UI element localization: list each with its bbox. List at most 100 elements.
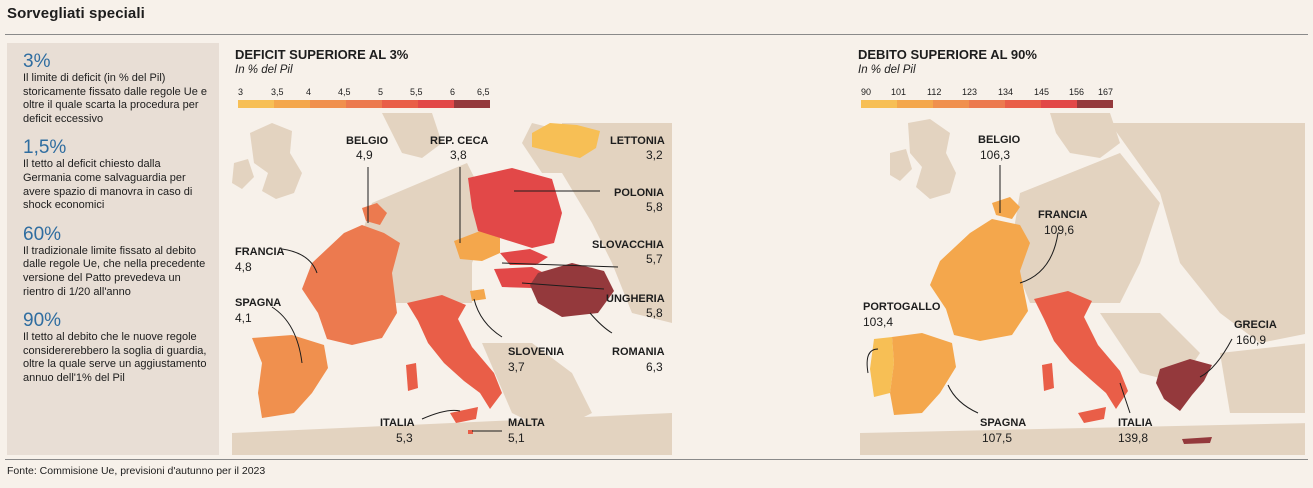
country-lettonia — [532, 123, 600, 158]
country-spagna — [890, 333, 956, 415]
note-text: Il tetto al deficit chiesto dalla German… — [23, 158, 193, 212]
leader-grecia — [1199, 338, 1233, 378]
label-lettonia-name: LETTONIA — [610, 135, 665, 147]
leader-romania — [589, 312, 613, 334]
scale-tick: 4,5 — [338, 87, 351, 97]
country-polonia — [468, 168, 562, 248]
label-portogallo-name: PORTOGALLO — [863, 301, 941, 313]
scale-swatch — [969, 100, 1005, 108]
leader-slovenia — [473, 298, 503, 338]
country-italia — [1034, 291, 1128, 409]
label-slovacchia-name: SLOVACCHIA — [592, 239, 664, 251]
scale-swatch — [346, 100, 382, 108]
scale-swatch — [274, 100, 310, 108]
debt-map: BELGIO 106,3 FRANCIA 109,6 PORTOGALLO 10… — [860, 113, 1305, 455]
top-divider — [5, 34, 1308, 35]
country-slovacchia — [500, 249, 548, 265]
scale-swatch — [933, 100, 969, 108]
label-belgio-value: 106,3 — [980, 148, 1010, 162]
label-ungheria-value: 5,8 — [646, 306, 663, 320]
scale-swatch — [897, 100, 933, 108]
land-scandinavia — [1050, 113, 1120, 158]
scale-tick: 90 — [861, 87, 872, 97]
country-rep-ceca — [454, 231, 500, 261]
note-text: Il tetto al debito che le nuove regole c… — [23, 331, 207, 384]
label-belgio-name: BELGIO — [346, 135, 389, 147]
note-deficit-limit: 3% Il limite di deficit (in % del Pil) s… — [23, 51, 209, 126]
country-spagna — [252, 335, 328, 418]
scale-swatch — [382, 100, 418, 108]
country-italia-sicily — [1078, 407, 1106, 423]
country-francia — [930, 219, 1030, 341]
country-italia-sardinia — [1042, 363, 1054, 391]
note-text: Il tradizionale limite fissato al debito… — [23, 244, 206, 298]
land-scandinavia — [382, 113, 442, 158]
source-note: Fonte: Commisione Ue, previsioni d'autun… — [7, 465, 266, 477]
label-ungheria-name: UNGHERIA — [606, 293, 665, 305]
note-debt-threshold: 90% Il tetto al debito che le nuove rego… — [23, 310, 209, 385]
leader-slovacchia — [501, 262, 619, 268]
label-spagna-value: 4,1 — [235, 311, 252, 325]
label-italia-name: ITALIA — [380, 417, 415, 429]
label-lettonia-value: 3,2 — [646, 148, 663, 162]
leader-italia — [1119, 382, 1131, 414]
note-number: 60% — [23, 223, 62, 245]
scale-swatch — [1005, 100, 1041, 108]
leader-ungheria — [521, 282, 605, 290]
label-spagna-name: SPAGNA — [235, 297, 281, 309]
country-grecia — [1156, 359, 1212, 411]
scale-tick: 101 — [891, 87, 907, 97]
label-italia-value: 139,8 — [1118, 431, 1148, 445]
label-francia-value: 109,6 — [1044, 223, 1074, 237]
leader-francia — [1019, 232, 1059, 284]
label-francia-value: 4,8 — [235, 260, 252, 274]
land-east-europe — [1110, 123, 1305, 343]
leader-portogallo — [866, 348, 879, 374]
bottom-divider — [5, 459, 1308, 460]
label-spagna-name: SPAGNA — [980, 417, 1026, 429]
scale-tick: 4 — [306, 87, 312, 97]
scale-tick: 145 — [1034, 87, 1050, 97]
country-portogallo — [870, 337, 894, 397]
note-number: 90% — [23, 310, 62, 332]
label-malta-value: 5,1 — [508, 431, 525, 445]
scale-swatch — [454, 100, 490, 108]
scale-tick: 3,5 — [271, 87, 284, 97]
label-repceca-value: 3,8 — [450, 148, 467, 162]
scale-swatch — [1041, 100, 1077, 108]
scale-tick: 6 — [450, 87, 456, 97]
land-east-europe — [562, 123, 672, 323]
note-number: 3% — [23, 51, 51, 72]
label-malta-name: MALTA — [508, 417, 545, 429]
scale-tick: 5,5 — [410, 87, 423, 97]
debt-scale-legend: 90 101 112 123 134 145 156 167 — [858, 87, 1118, 111]
label-francia-name: FRANCIA — [235, 246, 285, 258]
land-north-africa — [232, 413, 672, 455]
label-polonia-value: 5,8 — [646, 200, 663, 214]
debt-title: DEBITO SUPERIORE AL 90% — [858, 47, 1037, 62]
deficit-panel: DEFICIT SUPERIORE AL 3% In % del Pil 3 3… — [232, 43, 672, 455]
deficit-map: BELGIO 4,9 REP. CECA 3,8 LETTONIA 3,2 PO… — [232, 113, 672, 455]
label-slovenia-name: SLOVENIA — [508, 346, 564, 358]
deficit-subtitle: In % del Pil — [235, 64, 293, 76]
label-spagna-value: 107,5 — [982, 431, 1012, 445]
land-ireland — [232, 159, 254, 189]
label-francia-name: FRANCIA — [1038, 209, 1088, 221]
scale-tick: 5 — [378, 87, 384, 97]
scale-swatch — [861, 100, 897, 108]
label-italia-name: ITALIA — [1118, 417, 1153, 429]
scale-tick: 156 — [1069, 87, 1085, 97]
scale-swatch — [238, 100, 274, 108]
land-uk — [908, 119, 956, 199]
scale-tick: 123 — [962, 87, 978, 97]
deficit-scale-legend: 3 3,5 4 4,5 5 5,5 6 6,5 — [235, 87, 495, 111]
label-romania-name: ROMANIA — [612, 346, 665, 358]
label-portogallo-value: 103,4 — [863, 315, 893, 329]
label-slovenia-value: 3,7 — [508, 360, 525, 374]
leader-italia — [421, 409, 461, 420]
label-grecia-name: GRECIA — [1234, 319, 1277, 331]
deficit-title: DEFICIT SUPERIORE AL 3% — [235, 47, 409, 62]
leader-spagna — [271, 306, 303, 364]
note-debt-limit: 60% Il tradizionale limite fissato al de… — [23, 224, 209, 299]
scale-swatch — [1077, 100, 1113, 108]
